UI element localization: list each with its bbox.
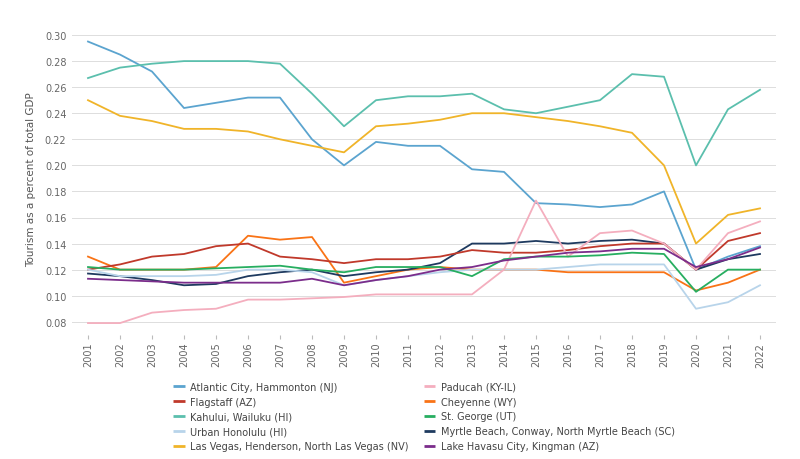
Y-axis label: Tourism as a percent of total GDP: Tourism as a percent of total GDP: [26, 92, 37, 266]
Legend: Atlantic City, Hammonton (NJ), Flagstaff (AZ), Kahului, Wailuku (HI), Urban Hono: Atlantic City, Hammonton (NJ), Flagstaff…: [170, 379, 678, 454]
